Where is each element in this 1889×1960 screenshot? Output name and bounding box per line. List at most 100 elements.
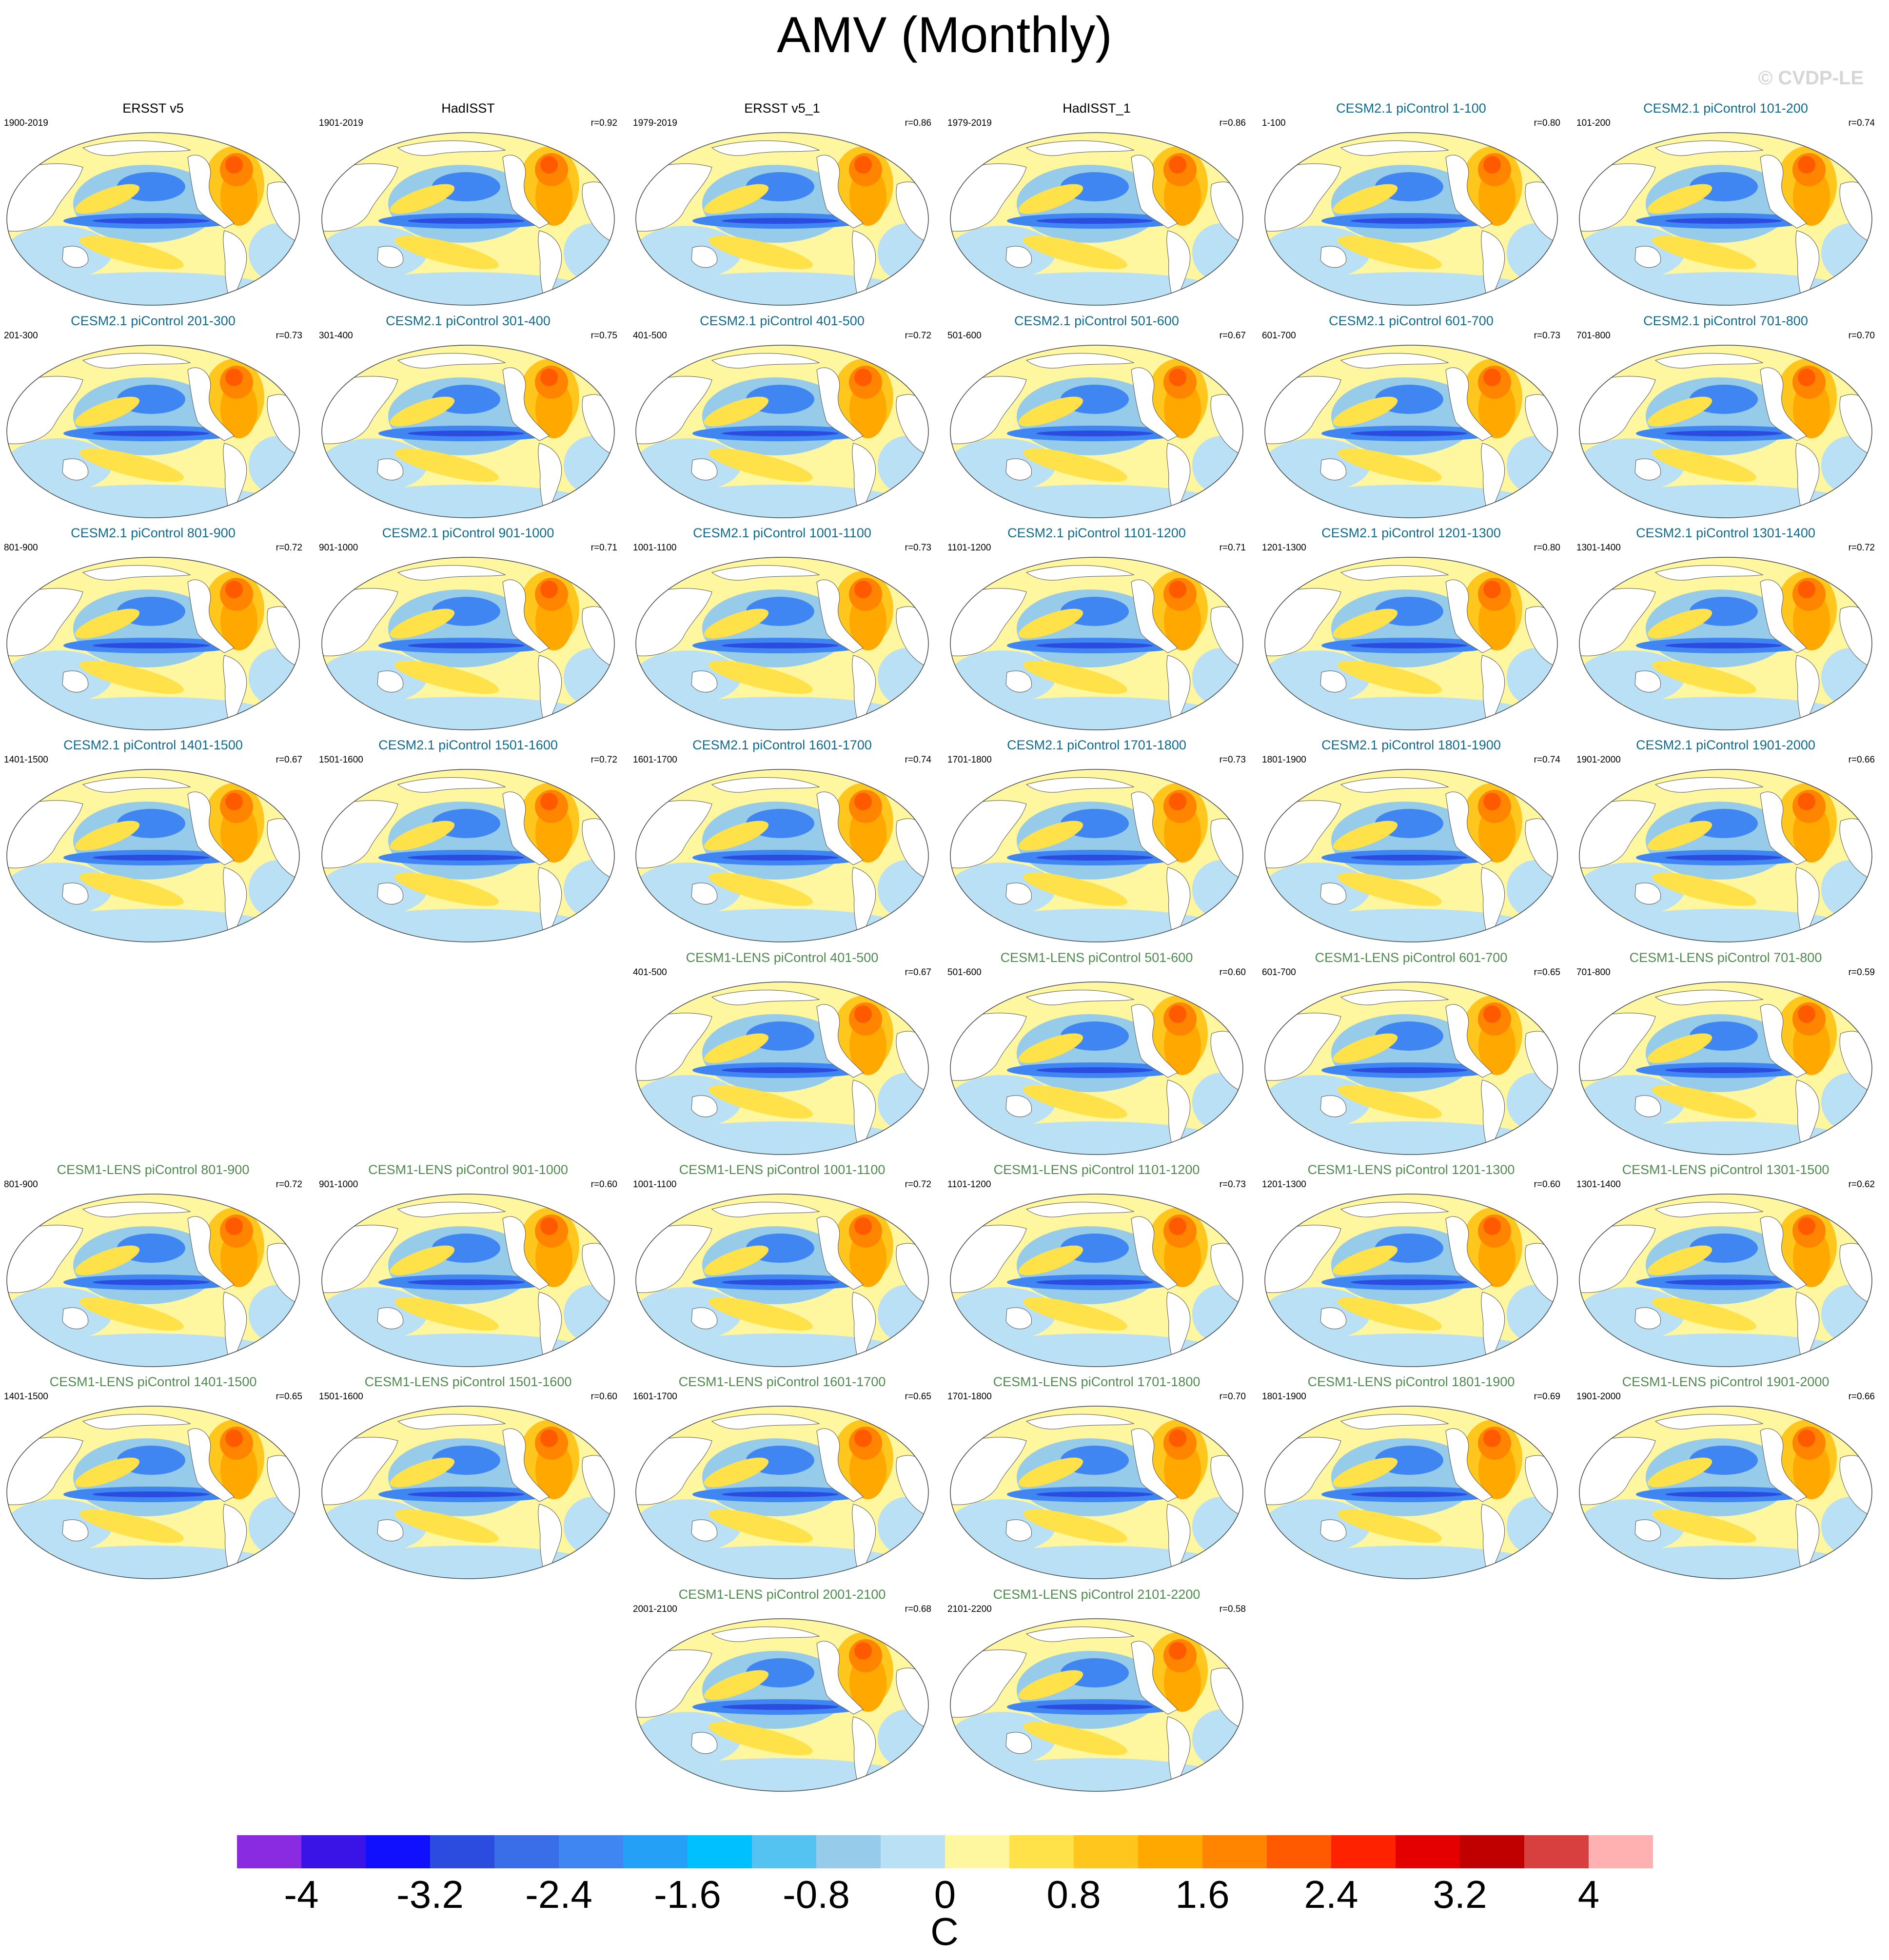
map-panel: CESM1-LENS piControl 2101-2200 2101-2200 r… [944,1587,1250,1796]
sst-anomaly-map [1579,345,1872,518]
sst-anomaly-map [1264,1406,1558,1579]
panel-years: 901-1000 [319,1179,358,1190]
colorbar-cell [688,1835,752,1868]
panel-title: CESM1-LENS piControl 401-500 [686,950,879,965]
panel-title: CESM2.1 piControl 1001-1100 [693,526,871,540]
sst-anomaly-map [635,1194,929,1367]
panel-title: CESM1-LENS piControl 1701-1800 [993,1374,1200,1389]
sst-anomaly-map [6,557,300,730]
panel-years: 2001-2100 [633,1604,677,1614]
map-panel: CESM1-LENS piControl 1301-1500 1301-1400 r… [1573,1162,1879,1372]
sst-anomaly-map [635,1406,929,1579]
map-panel: CESM2.1 piControl 1201-1300 1201-1300 r=0.… [1258,525,1564,735]
panel-years: 1101-1200 [947,543,991,553]
map-panel: CESM1-LENS piControl 701-800 701-800 r=0.5… [1573,950,1879,1159]
sst-anomaly-map [321,345,615,518]
sst-anomaly-map [1264,132,1558,306]
panel-title: CESM2.1 piControl 601-700 [1329,314,1494,328]
panel-years: 1901-2000 [1576,755,1621,765]
sst-anomaly-map [635,345,929,518]
map-panel: CESM1-LENS piControl 401-500 401-500 r=0.6… [629,950,935,1159]
panel-title: CESM1-LENS piControl 1001-1100 [679,1162,885,1177]
panel-title: CESM2.1 piControl 1601-1700 [692,738,872,752]
panel-title: CESM1-LENS piControl 501-600 [1000,950,1193,965]
panel-title: CESM2.1 piControl 301-400 [386,314,551,328]
watermark: © CVDP-LE [1758,67,1864,89]
sst-anomaly-map [6,1406,300,1579]
panel-title: HadISST [441,101,495,116]
panel-years: 1801-1900 [1262,1392,1306,1402]
colorbar-cell [494,1835,559,1868]
panel-years: 1501-1600 [319,1392,363,1402]
colorbar-cell [816,1835,881,1868]
colorbar-cell [237,1835,301,1868]
sst-anomaly-map [635,557,929,730]
sst-anomaly-map [1264,981,1558,1155]
panel-years: 1401-1500 [4,755,48,765]
map-panel: CESM2.1 piControl 1101-1200 1101-1200 r=0.… [944,525,1250,735]
panel-title: CESM2.1 piControl 1901-2000 [1636,738,1815,752]
map-panel: CESM2.1 piControl 401-500 401-500 r=0.72 [629,313,935,523]
panel-title: CESM1-LENS piControl 801-900 [57,1162,250,1177]
sst-anomaly-map [950,981,1243,1155]
colorbar-tick-label: -3.2 [396,1873,464,1916]
panel-title: CESM1-LENS piControl 1801-1900 [1307,1374,1515,1389]
map-panel: HadISST_1 1979-2019 r=0.86 [944,100,1250,310]
map-panel: CESM1-LENS piControl 1801-1900 1801-1900 r… [1258,1374,1564,1584]
map-panel-grid: ERSST v5 1900-2019 HadISST 1901-2019 r=0.92 [4,100,1879,1796]
panel-years: 1001-1100 [633,1179,677,1190]
panel-title: CESM1-LENS piControl 1501-1600 [364,1374,572,1389]
colorbar-cell [430,1835,494,1868]
map-panel: ERSST v5_1 1979-2019 r=0.86 [629,100,935,310]
panel-correlation: r=0.68 [905,1604,931,1614]
panel-correlation: r=0.60 [1219,967,1246,978]
panel-years: 1101-1200 [947,1179,991,1190]
colorbar-tick-label: -4 [284,1873,319,1916]
colorbar-cell [881,1835,945,1868]
panel-correlation: r=0.73 [905,543,931,553]
panel-years: 901-1000 [319,543,358,553]
colorbar-cell [752,1835,816,1868]
map-panel: CESM2.1 piControl 501-600 501-600 r=0.67 [944,313,1250,523]
panel-years: 1501-1600 [319,755,363,765]
panel-years: 701-800 [1576,331,1611,341]
sst-anomaly-map [950,769,1243,942]
panel-years: 1979-2019 [633,118,677,128]
colorbar-cell [1460,1835,1524,1868]
panel-correlation: r=0.67 [1219,331,1246,341]
panel-correlation: r=0.74 [905,755,931,765]
sst-anomaly-map [1579,557,1872,730]
panel-correlation: r=0.60 [590,1179,617,1190]
colorbar-cell [1267,1835,1331,1868]
map-panel: CESM2.1 piControl 1-100 1-100 r=0.80 [1258,100,1564,310]
panel-correlation: r=0.67 [275,755,302,765]
panel-years: 501-600 [947,967,982,978]
panel-correlation: r=0.65 [275,1392,302,1402]
panel-correlation: r=0.72 [275,543,302,553]
colorbar-tick-label: 0.8 [1046,1873,1101,1916]
colorbar-cell [1396,1835,1460,1868]
panel-years: 101-200 [1576,118,1611,128]
panel-title: CESM2.1 piControl 1701-1800 [1007,738,1186,752]
colorbar-tick-labels: -4 -3.2 -2.4 -1.6 -0.8 0 0.8 1.6 2.4 3.2 4 [237,1871,1653,1920]
panel-correlation: r=0.69 [1534,1392,1560,1402]
panel-correlation: r=0.58 [1219,1604,1246,1614]
colorbar-tick-label: 4 [1577,1873,1600,1916]
panel-title: CESM2.1 piControl 1401-1500 [63,738,243,752]
sst-anomaly-map [321,557,615,730]
panel-correlation: r=0.59 [1848,967,1875,978]
panel-years: 1601-1700 [633,1392,677,1402]
sst-anomaly-map [321,769,615,942]
panel-correlation: r=0.65 [1534,967,1560,978]
colorbar-cell [623,1835,688,1868]
sst-anomaly-map [1264,1194,1558,1367]
map-panel: CESM2.1 piControl 1901-2000 1901-2000 r=0.… [1573,737,1879,947]
panel-years: 1201-1300 [1262,543,1306,553]
panel-correlation: r=0.74 [1848,118,1875,128]
panel-years: 1201-1300 [1262,1179,1306,1190]
sst-anomaly-map [950,132,1243,306]
map-panel: CESM2.1 piControl 1001-1100 1001-1100 r=0.… [629,525,935,735]
panel-title: ERSST v5_1 [744,101,820,116]
panel-correlation: r=0.66 [1848,1392,1875,1402]
panel-title: CESM2.1 piControl 201-300 [71,314,236,328]
